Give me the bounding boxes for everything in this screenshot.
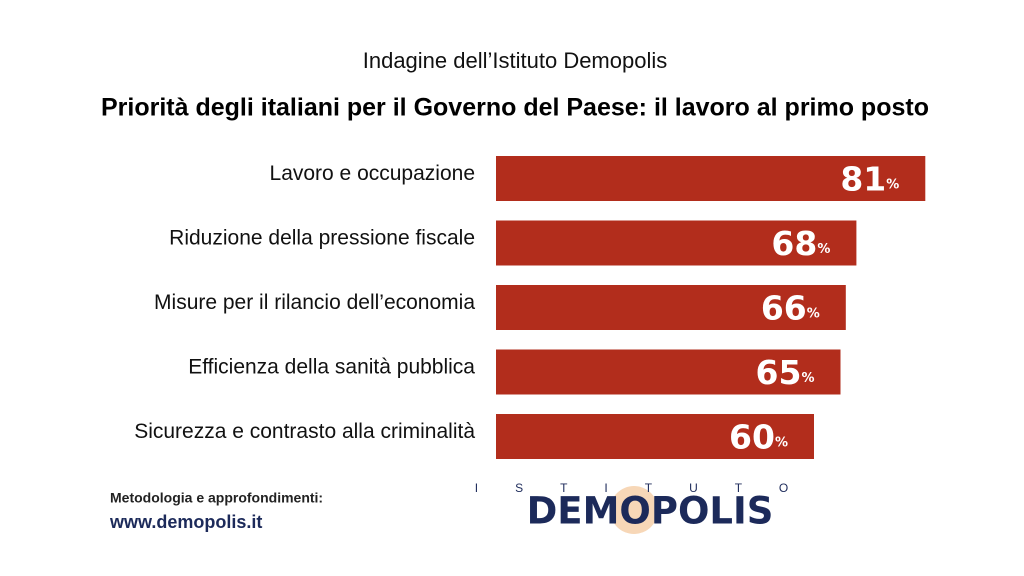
value-label: 60% (729, 417, 788, 456)
value-label: 66% (761, 288, 820, 327)
footer-note: Metodologia e approfondimenti: (110, 490, 323, 506)
category-label: Misure per il rilancio dell’economia (154, 291, 475, 314)
logo-glow (610, 486, 658, 534)
category-label: Sicurezza e contrasto alla criminalità (134, 420, 475, 443)
value-label: 68% (771, 224, 830, 263)
category-label: Riduzione della pressione fiscale (169, 227, 475, 250)
value-label: 81% (840, 159, 899, 198)
bar (496, 414, 814, 459)
bar (496, 349, 841, 395)
bar (496, 220, 857, 266)
footer-url: www.demopolis.it (109, 512, 262, 532)
category-label: Lavoro e occupazione (270, 162, 475, 185)
chart-title: Priorità degli italiani per il Governo d… (101, 94, 929, 122)
bar (496, 285, 846, 330)
bar (496, 156, 926, 201)
value-label: 65% (756, 353, 815, 392)
logo-main: DEMOPOLIS (527, 490, 774, 533)
chart-subtitle: Indagine dell’Istituto Demopolis (363, 48, 668, 73)
logo-top: ISTITUTO (475, 481, 825, 495)
category-label: Efficienza della sanità pubblica (188, 356, 475, 379)
